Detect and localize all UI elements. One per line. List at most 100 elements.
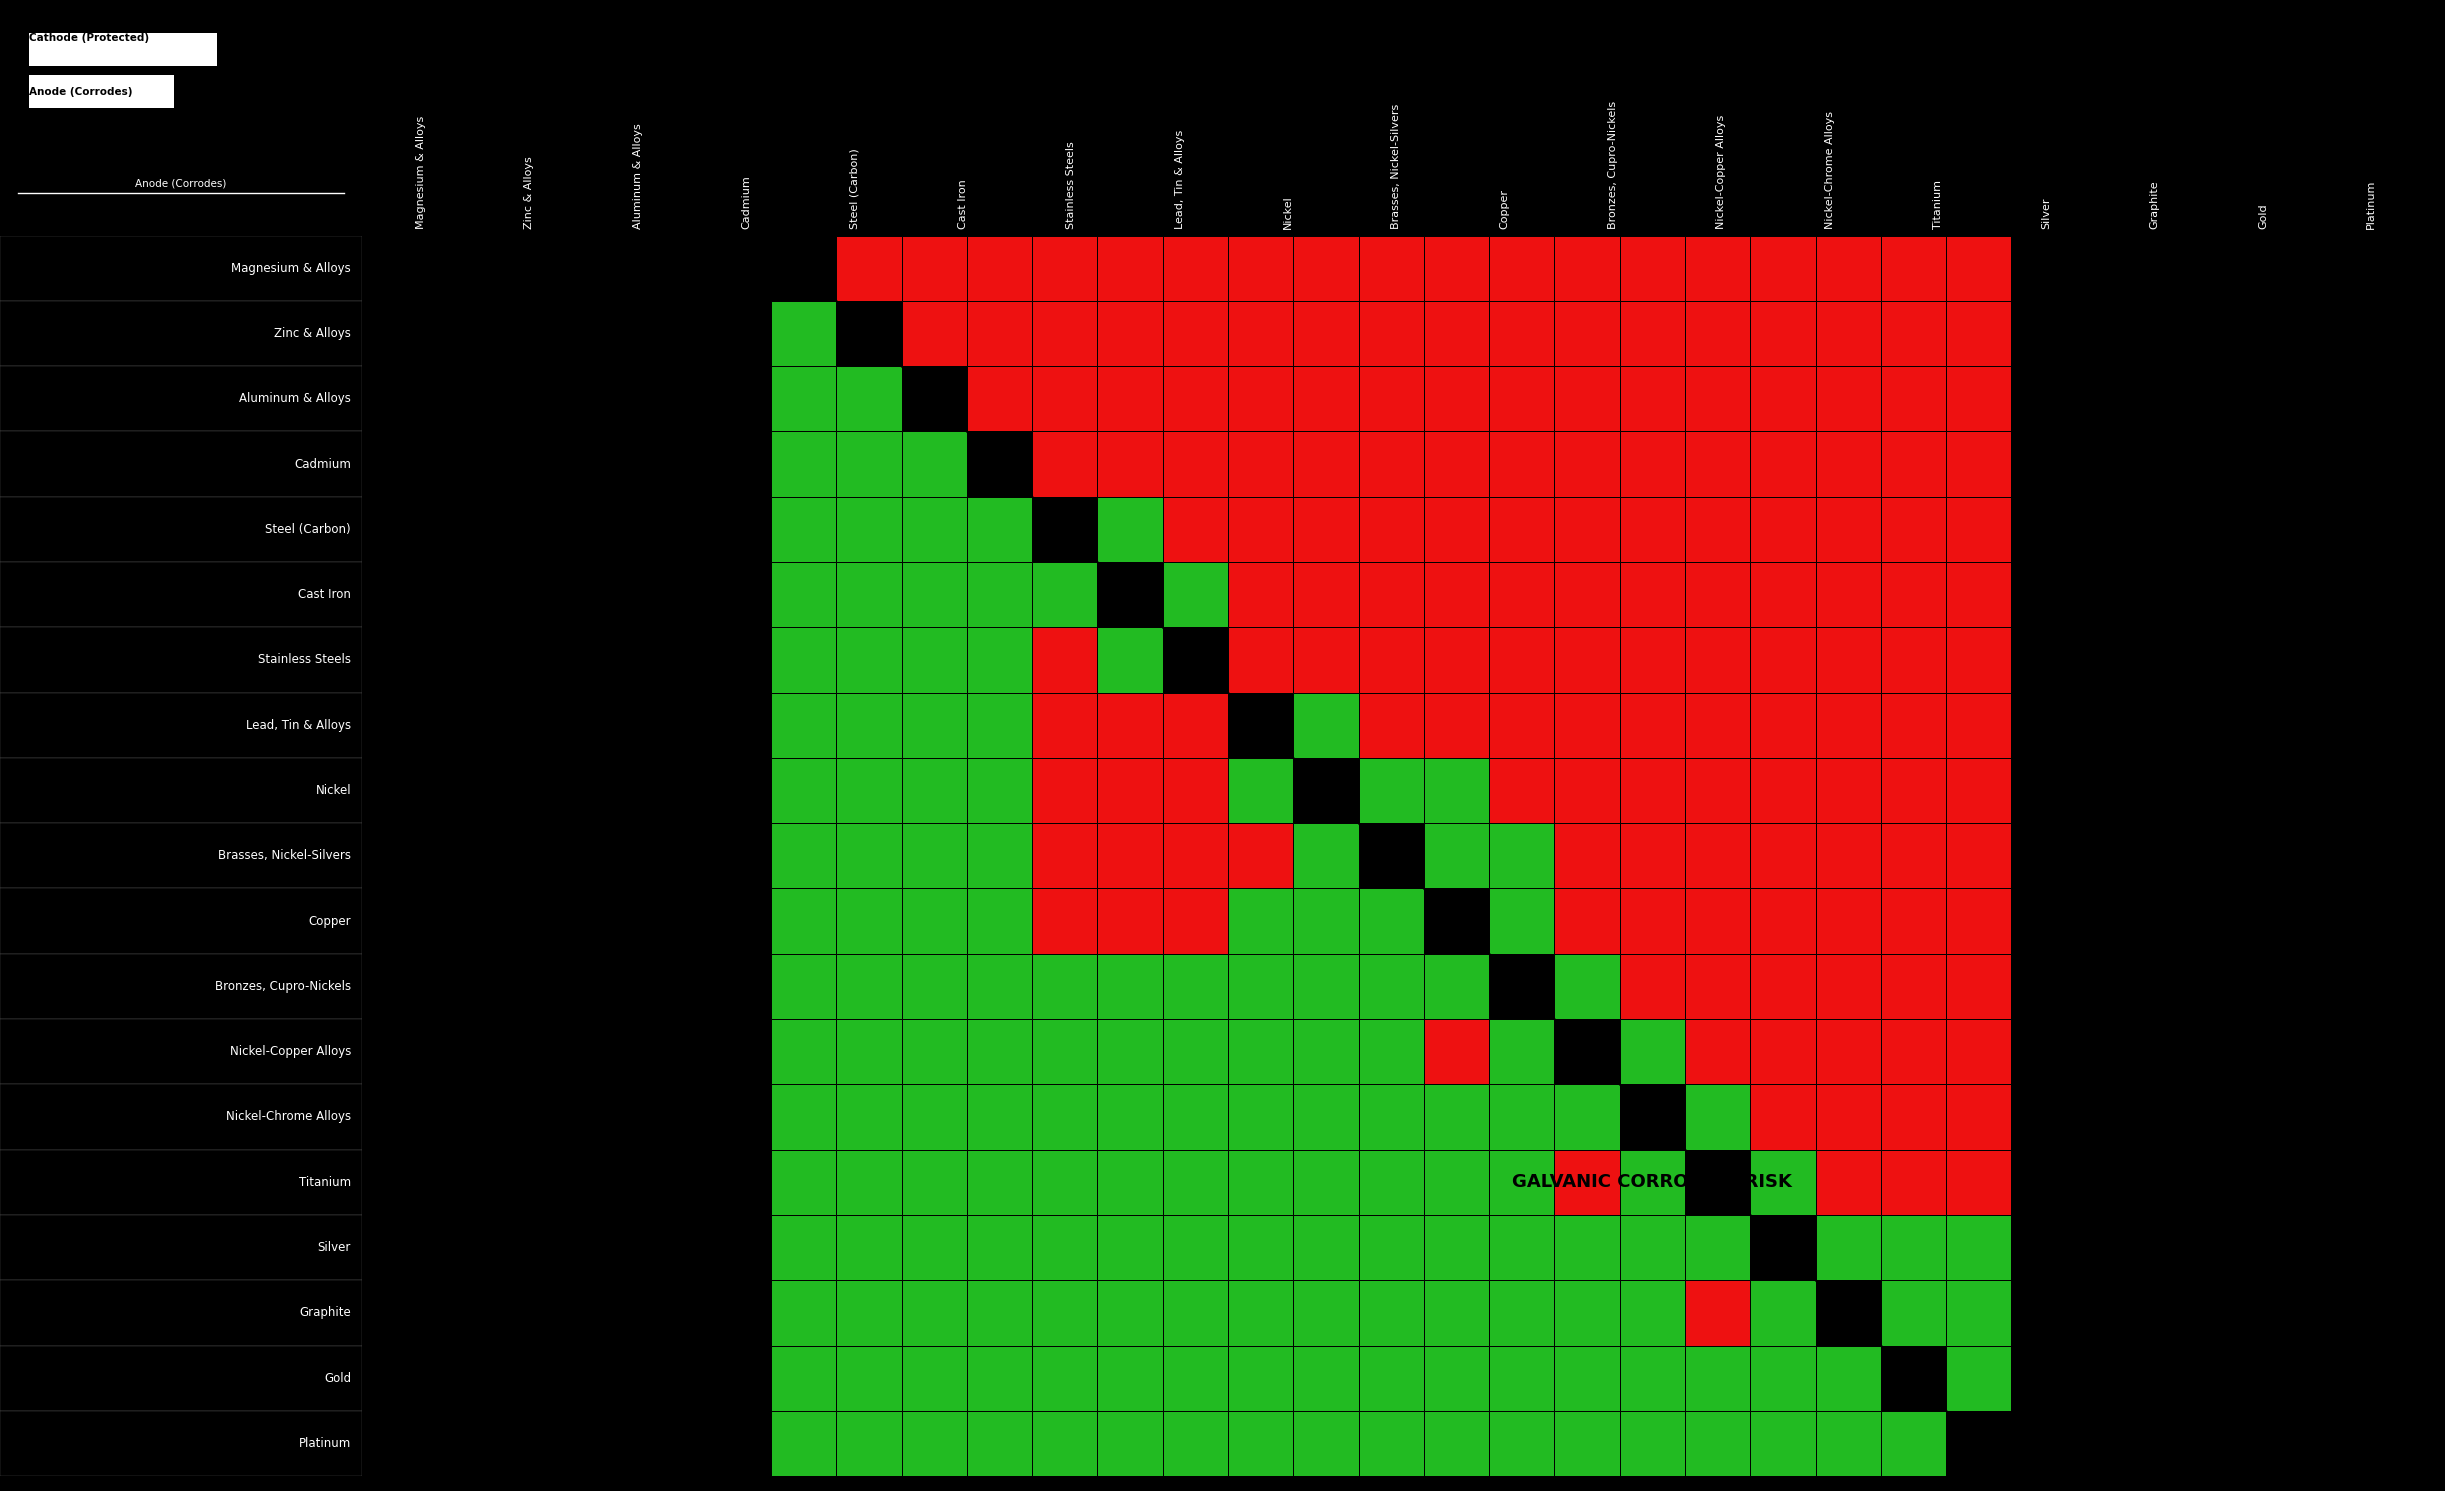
Bar bbox=[1423, 431, 1489, 497]
Bar bbox=[1164, 562, 1227, 628]
Bar bbox=[1032, 1150, 1098, 1215]
Bar bbox=[1164, 954, 1227, 1018]
Bar bbox=[1751, 236, 1817, 301]
Bar bbox=[1880, 1018, 1946, 1084]
Bar bbox=[1619, 1410, 1685, 1476]
Bar bbox=[902, 823, 966, 889]
Bar bbox=[1359, 693, 1423, 757]
Bar bbox=[1489, 1084, 1555, 1150]
Text: Zinc & Alloys: Zinc & Alloys bbox=[523, 155, 535, 228]
Bar bbox=[1685, 1281, 1751, 1345]
Bar bbox=[966, 497, 1032, 562]
Bar bbox=[1817, 1215, 1880, 1281]
Text: Lead, Tin & Alloys: Lead, Tin & Alloys bbox=[247, 719, 352, 732]
Text: Bronzes, Cupro-Nickels: Bronzes, Cupro-Nickels bbox=[1609, 100, 1619, 228]
Text: Stainless Steels: Stainless Steels bbox=[259, 653, 352, 666]
Bar bbox=[1817, 889, 1880, 954]
Bar bbox=[29, 33, 218, 66]
Bar bbox=[1423, 823, 1489, 889]
Bar bbox=[966, 562, 1032, 628]
Bar bbox=[1946, 367, 2012, 431]
Bar bbox=[770, 431, 836, 497]
Bar bbox=[1032, 497, 1098, 562]
Bar bbox=[1946, 889, 2012, 954]
Bar bbox=[1359, 757, 1423, 823]
Bar bbox=[966, 1281, 1032, 1345]
Text: Silver: Silver bbox=[318, 1241, 352, 1254]
Bar bbox=[1880, 1215, 1946, 1281]
Bar bbox=[1489, 367, 1555, 431]
Bar bbox=[1685, 1150, 1751, 1215]
Bar bbox=[1359, 823, 1423, 889]
Bar bbox=[1751, 1345, 1817, 1410]
Bar bbox=[1098, 1215, 1164, 1281]
Bar bbox=[770, 889, 836, 954]
Bar bbox=[1293, 367, 1359, 431]
Bar bbox=[966, 236, 1032, 301]
Bar bbox=[1227, 954, 1293, 1018]
Bar bbox=[1227, 1410, 1293, 1476]
Bar bbox=[1619, 1345, 1685, 1410]
Bar bbox=[1098, 301, 1164, 367]
Bar bbox=[1685, 889, 1751, 954]
Bar bbox=[1032, 562, 1098, 628]
Bar bbox=[1164, 1410, 1227, 1476]
Text: Anode (Corrodes): Anode (Corrodes) bbox=[29, 86, 132, 97]
Bar bbox=[966, 1018, 1032, 1084]
Bar bbox=[1359, 628, 1423, 693]
Bar bbox=[902, 1215, 966, 1281]
Bar bbox=[1489, 1281, 1555, 1345]
Bar bbox=[1817, 301, 1880, 367]
Bar bbox=[1555, 562, 1619, 628]
Bar bbox=[966, 889, 1032, 954]
Bar bbox=[1423, 1345, 1489, 1410]
Bar bbox=[902, 628, 966, 693]
Bar bbox=[1098, 954, 1164, 1018]
Bar bbox=[1423, 562, 1489, 628]
Bar bbox=[1098, 757, 1164, 823]
Bar bbox=[1751, 954, 1817, 1018]
Bar bbox=[1489, 693, 1555, 757]
Bar bbox=[1946, 954, 2012, 1018]
Bar bbox=[966, 1215, 1032, 1281]
Bar bbox=[1489, 628, 1555, 693]
Bar bbox=[1032, 954, 1098, 1018]
Bar bbox=[1880, 693, 1946, 757]
Bar bbox=[1880, 1084, 1946, 1150]
Bar bbox=[836, 236, 902, 301]
Bar bbox=[1098, 1150, 1164, 1215]
Bar bbox=[1880, 1281, 1946, 1345]
Bar bbox=[1817, 1410, 1880, 1476]
Bar bbox=[1880, 823, 1946, 889]
Bar bbox=[1164, 301, 1227, 367]
Bar bbox=[966, 954, 1032, 1018]
Bar bbox=[902, 301, 966, 367]
Bar bbox=[1946, 1215, 2012, 1281]
Bar bbox=[1751, 823, 1817, 889]
Text: Cadmium: Cadmium bbox=[741, 174, 751, 228]
Bar bbox=[1032, 1345, 1098, 1410]
Bar bbox=[1555, 367, 1619, 431]
Bar bbox=[966, 301, 1032, 367]
Bar bbox=[0, 693, 362, 757]
Bar bbox=[0, 1150, 362, 1215]
Bar bbox=[1489, 954, 1555, 1018]
Bar bbox=[1685, 497, 1751, 562]
Bar bbox=[1098, 236, 1164, 301]
Bar bbox=[770, 954, 836, 1018]
Bar bbox=[1164, 757, 1227, 823]
Bar bbox=[1489, 1345, 1555, 1410]
Text: Copper: Copper bbox=[1499, 188, 1509, 228]
Bar bbox=[770, 497, 836, 562]
Bar bbox=[1555, 1410, 1619, 1476]
Bar bbox=[1423, 889, 1489, 954]
Bar bbox=[1423, 1215, 1489, 1281]
Text: Magnesium & Alloys: Magnesium & Alloys bbox=[232, 262, 352, 274]
Bar bbox=[1555, 1084, 1619, 1150]
Bar bbox=[836, 1215, 902, 1281]
Bar bbox=[1751, 497, 1817, 562]
Bar bbox=[1293, 1018, 1359, 1084]
Bar bbox=[0, 431, 362, 497]
Bar bbox=[1619, 1281, 1685, 1345]
Bar bbox=[1359, 954, 1423, 1018]
